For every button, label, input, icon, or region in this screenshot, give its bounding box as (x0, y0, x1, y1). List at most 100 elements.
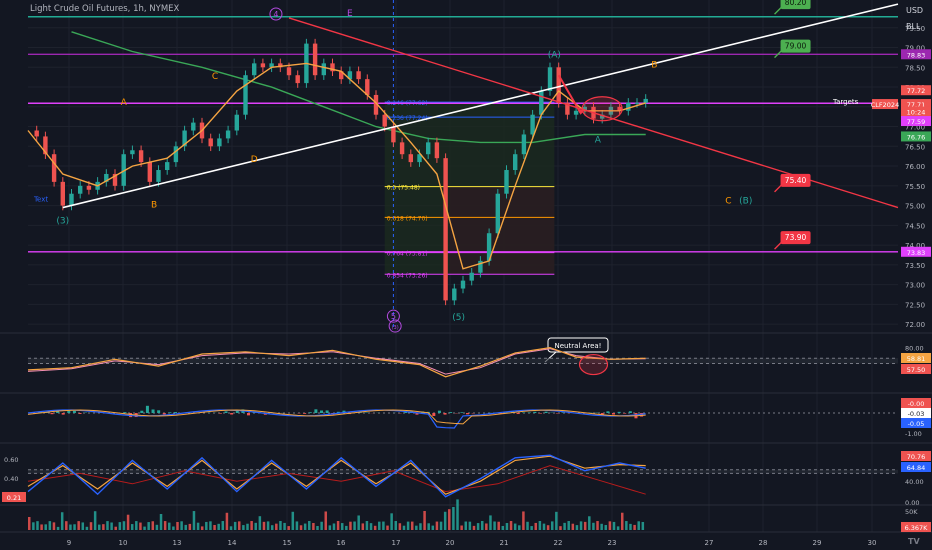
macd-histogram-bar (522, 412, 526, 413)
orange-moving-average (27, 62, 646, 270)
stoch-right-tick: 0.00 (905, 499, 919, 507)
price-tick-label[interactable]: 73.00 (905, 282, 925, 290)
volume-bar (497, 521, 500, 530)
volume-bar (196, 522, 200, 530)
fib-label: 0.236 (77.24) (387, 115, 428, 122)
price-tick-label[interactable]: 79.00 (905, 45, 925, 53)
candle-body (339, 71, 344, 80)
volume-bar (180, 521, 183, 530)
volume-bar (262, 521, 266, 530)
price-badge-text: 76.76 (907, 133, 926, 141)
price-tick-label[interactable]: 75.00 (905, 203, 925, 211)
volume-bar (130, 524, 134, 530)
volume-bar (270, 525, 274, 530)
volume-bar (373, 525, 377, 530)
volume-bar (349, 521, 352, 530)
time-tick-label[interactable]: 15 (283, 539, 292, 547)
time-tick-label[interactable]: 17 (392, 539, 401, 547)
volume-bar (555, 511, 558, 530)
price-tick-label[interactable]: 77.00 (905, 124, 925, 132)
volume-bar (443, 511, 447, 530)
wave-label: (5) (452, 313, 465, 323)
currency-label[interactable]: USD (906, 6, 924, 15)
time-tick-label[interactable]: 30 (868, 539, 877, 547)
wave-label: A (121, 98, 128, 108)
target-callout (780, 173, 811, 187)
candle-body (104, 173, 109, 182)
candle-body (86, 185, 92, 190)
price-tick-label[interactable]: 73.50 (905, 262, 925, 270)
price-tick-label[interactable]: 72.50 (905, 301, 925, 309)
time-tick-label[interactable]: 9 (67, 539, 71, 547)
target-callout (780, 39, 811, 53)
price-tick-label[interactable]: 78.50 (905, 64, 925, 72)
macd-histogram-bar (527, 412, 531, 413)
price-tick-label[interactable]: 75.50 (905, 183, 925, 191)
wave-circle-label: 5 (391, 312, 396, 321)
rsi-badge (901, 353, 931, 363)
time-tick-label[interactable]: 13 (173, 539, 182, 547)
time-tick-label[interactable]: 29 (813, 539, 822, 547)
volume-bar (369, 523, 373, 530)
price-tick-label[interactable]: 74.50 (905, 222, 925, 230)
macd-histogram-bar (78, 413, 82, 414)
macd-histogram-bar (303, 413, 307, 414)
target-callout-text: 80.20 (785, 0, 807, 7)
unit-label[interactable]: BLL (906, 22, 921, 31)
price-tick-label[interactable]: 79.50 (905, 25, 925, 33)
macd-histogram-bar (320, 410, 324, 413)
candle-body (260, 63, 266, 68)
wave-label: C (212, 72, 218, 82)
volume-badge-text: 6.367K (905, 524, 929, 532)
time-tick-label[interactable]: 27 (705, 539, 714, 547)
volume-bar (608, 521, 612, 530)
time-tick-label[interactable]: 20 (446, 539, 455, 547)
macd-histogram-bar (561, 412, 565, 413)
time-tick-label[interactable]: 16 (337, 539, 346, 547)
price-tick-label[interactable]: 76.50 (905, 143, 925, 151)
macd-histogram-bar (174, 412, 178, 413)
volume-bar (77, 521, 80, 530)
candle-body (460, 280, 466, 289)
candle-body (112, 173, 118, 186)
volume-bar (336, 521, 340, 530)
volume-bar (213, 524, 216, 530)
price-badge-text: CLF2024 (871, 101, 899, 109)
volume-bar (485, 523, 488, 530)
wave-circle (386, 309, 400, 323)
time-tick-label[interactable]: 14 (228, 539, 237, 547)
time-tick-label[interactable]: 28 (759, 539, 768, 547)
time-tick-label[interactable]: 23 (608, 539, 617, 547)
time-tick-label[interactable]: 21 (500, 539, 509, 547)
time-tick-label[interactable]: 10 (119, 539, 128, 547)
volume-bar (48, 521, 52, 530)
volume-bar (456, 499, 459, 530)
candle-body (321, 63, 326, 76)
price-badge (901, 116, 931, 127)
macd-histogram-bar (533, 411, 537, 413)
candle-body (165, 162, 170, 171)
chart-title: Light Crude Oil Futures, 1h, NYMEX (30, 4, 180, 14)
price-tick-label[interactable]: 74.00 (905, 242, 925, 250)
price-tick-label[interactable]: 72.00 (905, 321, 925, 329)
volume-bar (382, 521, 385, 530)
macd-histogram-bar (162, 413, 166, 415)
volume-bar (534, 522, 538, 530)
stoch-left-badge-text: 0.21 (7, 494, 21, 502)
price-tick-label[interactable]: 76.00 (905, 163, 925, 171)
fib-zone-lower (449, 186, 555, 275)
macd-histogram-bar (123, 412, 127, 413)
candle-body (521, 134, 527, 155)
macd-histogram-bar (623, 413, 627, 414)
candle-body (78, 185, 83, 194)
candle-body (365, 79, 370, 95)
volume-bar (378, 521, 381, 530)
time-tick-label[interactable]: 22 (554, 539, 563, 547)
volume-bar (283, 522, 286, 530)
stoch-badge (901, 451, 931, 461)
volume-bar (448, 509, 451, 530)
candle-body (582, 106, 587, 111)
rsi-tick: 80.00 (905, 345, 924, 353)
